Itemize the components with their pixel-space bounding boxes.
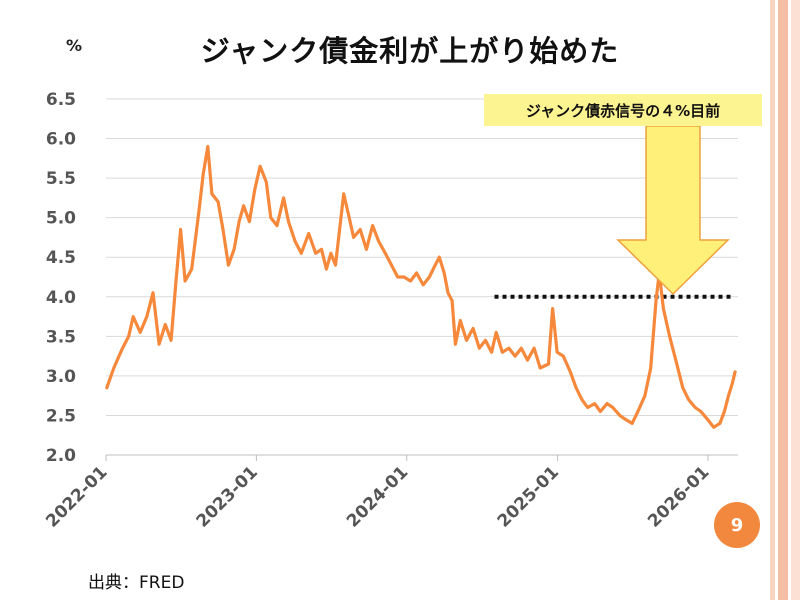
- slide-frame-right: [770, 0, 800, 600]
- slide-title: ジャンク債金利が上がり始めた: [200, 34, 620, 68]
- y-tick-label: 3.0: [46, 367, 76, 387]
- y-axis-unit-label: %: [66, 36, 83, 55]
- y-tick-label: 6.0: [46, 130, 76, 150]
- x-tick-label: 2025-01: [494, 462, 563, 531]
- x-tick-label: 2024-01: [343, 462, 412, 531]
- page-number-badge: 9: [714, 502, 760, 548]
- x-tick-label: 2023-01: [193, 462, 262, 531]
- y-tick-label: 5.5: [46, 169, 76, 189]
- x-tick-label: 2026-01: [644, 462, 713, 531]
- frame-stripe: [791, 0, 800, 600]
- y-tick-label: 2.0: [46, 446, 76, 466]
- y-tick-label: 3.5: [46, 327, 76, 347]
- frame-stripe: [778, 0, 788, 600]
- callout-label: ジャンク債赤信号の４%目前: [484, 94, 762, 126]
- y-tick-label: 4.5: [46, 248, 76, 268]
- x-tick-label: 2022-01: [42, 462, 111, 531]
- y-tick-label: 6.5: [46, 90, 76, 110]
- y-tick-label: 2.5: [46, 406, 76, 426]
- down-arrow-icon: [616, 125, 730, 296]
- y-tick-label: 4.0: [46, 288, 76, 308]
- y-tick-label: 5.0: [46, 209, 76, 229]
- series-line: [105, 144, 737, 429]
- frame-stripe: [770, 0, 775, 600]
- source-note: 出典：FRED: [88, 573, 185, 593]
